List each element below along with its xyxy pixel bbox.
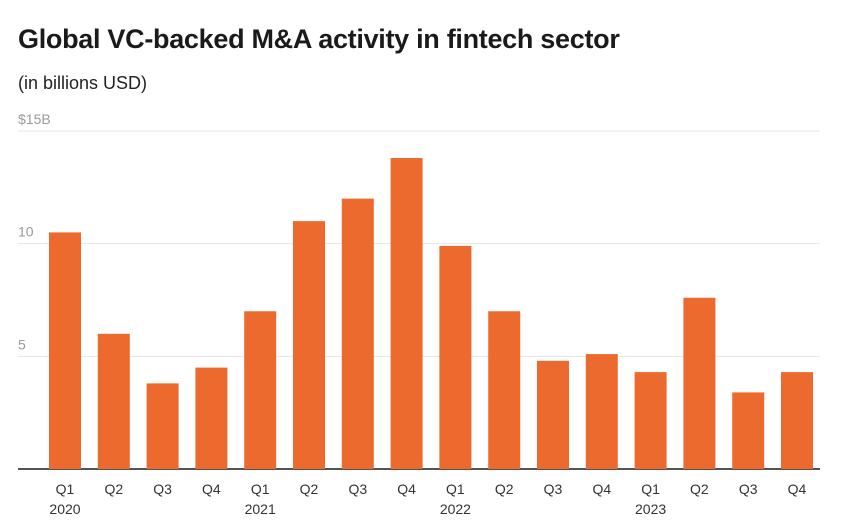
bar-q3-2021 (341, 198, 374, 469)
x-tick-label: Q4 (592, 481, 611, 497)
chart-title: Global VC-backed M&A activity in fintech… (18, 24, 620, 54)
x-tick-label: Q4 (202, 481, 221, 497)
x-tick-label: Q1 (641, 481, 660, 497)
x-tick-label: Q2 (300, 481, 319, 497)
bar-q4-2022 (585, 354, 618, 469)
x-tick-label: Q3 (544, 481, 563, 497)
x-tick-label: Q4 (397, 481, 416, 497)
bar-q1-2022 (439, 245, 472, 469)
bar-q4-2021 (390, 158, 423, 470)
x-tick-label: Q1 (56, 481, 75, 497)
x-tick-label: Q1 (251, 481, 270, 497)
bar-q2-2022 (488, 311, 521, 469)
bar-q3-2023 (732, 392, 765, 469)
y-tick-label: 5 (18, 336, 26, 352)
x-year-label: 2023 (635, 501, 666, 517)
bar-q3-2020 (146, 383, 179, 469)
x-tick-label: Q3 (739, 481, 758, 497)
bar-q2-2023 (683, 297, 716, 469)
x-tick-label: Q2 (690, 481, 709, 497)
x-tick-label: Q2 (495, 481, 514, 497)
x-year-label: 2022 (440, 501, 471, 517)
bar-q2-2020 (97, 333, 130, 469)
bar-q1-2021 (244, 311, 277, 469)
x-tick-label: Q3 (348, 481, 367, 497)
bar-q4-2023 (781, 372, 813, 469)
x-tick-label: Q1 (446, 481, 465, 497)
x-tick-label: Q3 (153, 481, 172, 497)
x-tick-label: Q4 (788, 481, 807, 497)
x-tick-label: Q2 (104, 481, 123, 497)
bar-q1-2023 (634, 372, 667, 469)
bar-q1-2020 (49, 232, 81, 469)
chart-subtitle: (in billions USD) (18, 73, 148, 93)
bar-q3-2022 (537, 360, 569, 469)
bar-q2-2021 (293, 221, 325, 469)
bars (49, 158, 813, 470)
y-tick-label: 10 (18, 224, 34, 240)
y-tick-label: $15B (18, 111, 51, 127)
x-year-label: 2021 (245, 501, 276, 517)
x-year-label: 2020 (49, 501, 80, 517)
bar-q4-2020 (195, 367, 228, 469)
axis-labels: 5 10 $15B Q1 2020 Q2 Q3 Q4 Q1 2021 Q2 Q3 Q4 Q1 2022 Q2 Q… (18, 111, 807, 517)
